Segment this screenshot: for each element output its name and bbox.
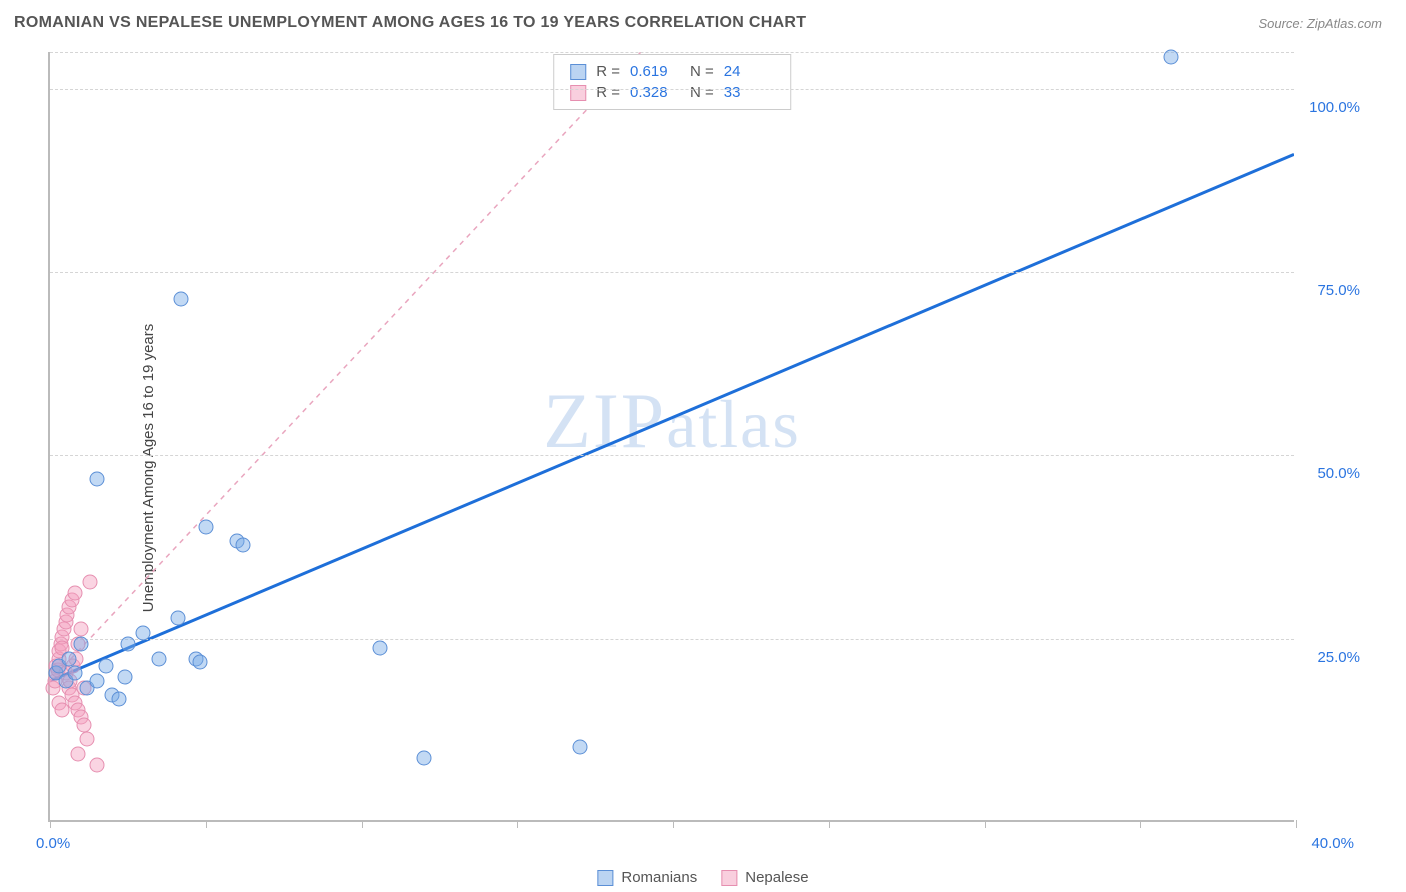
data-point [152, 651, 167, 666]
data-point [55, 703, 70, 718]
x-tick-label: 40.0% [1311, 835, 1354, 852]
gridline [50, 52, 1294, 53]
plot-area: ZIPatlas R =0.619N =24R =0.328N =33 25.0… [48, 52, 1294, 822]
legend-item: Romanians [597, 869, 697, 886]
stat-r-label: R = [596, 84, 620, 101]
y-tick-label: 50.0% [1317, 465, 1360, 482]
data-point [71, 747, 86, 762]
chart-title: ROMANIAN VS NEPALESE UNEMPLOYMENT AMONG … [14, 14, 806, 32]
stats-row: R = 0.619 N = 24 [570, 61, 774, 82]
data-point [89, 673, 104, 688]
data-point [80, 732, 95, 747]
legend-label: Nepalese [745, 869, 808, 886]
legend-swatch [597, 870, 613, 886]
trend-lines [50, 52, 1294, 820]
data-point [89, 472, 104, 487]
stats-row: R = 0.328 N = 33 [570, 82, 774, 103]
x-tick [1140, 820, 1141, 828]
data-point [74, 622, 89, 637]
stat-r-value: 0.328 [630, 84, 680, 101]
trend-line [50, 154, 1294, 681]
stat-r-value: 0.619 [630, 63, 680, 80]
data-point [173, 292, 188, 307]
stats-legend-box: R = 0.619 N = 24 R = 0.328 N = 33 [553, 54, 791, 110]
data-point [170, 611, 185, 626]
data-point [89, 758, 104, 773]
trend-line [50, 52, 641, 681]
data-point [77, 717, 92, 732]
data-point [1164, 50, 1179, 65]
x-tick [362, 820, 363, 828]
data-point [74, 637, 89, 652]
x-tick [206, 820, 207, 828]
data-point [198, 519, 213, 534]
data-point [83, 574, 98, 589]
y-tick-label: 75.0% [1317, 282, 1360, 299]
data-point [67, 666, 82, 681]
data-point [416, 750, 431, 765]
x-tick-label: 0.0% [36, 835, 70, 852]
x-tick [1296, 820, 1297, 828]
x-tick [829, 820, 830, 828]
y-tick-label: 100.0% [1309, 99, 1360, 116]
stat-n-label: N = [690, 63, 714, 80]
x-tick [673, 820, 674, 828]
chart-header: ROMANIAN VS NEPALESE UNEMPLOYMENT AMONG … [0, 0, 1406, 42]
legend-label: Romanians [621, 869, 697, 886]
data-point [67, 585, 82, 600]
legend-swatch [570, 85, 586, 101]
gridline [50, 89, 1294, 90]
data-point [373, 640, 388, 655]
data-point [120, 637, 135, 652]
legend-swatch [570, 64, 586, 80]
x-tick [985, 820, 986, 828]
data-point [117, 670, 132, 685]
data-point [136, 626, 151, 641]
gridline [50, 639, 1294, 640]
chart-container: Unemployment Among Ages 16 to 19 years Z… [0, 44, 1406, 892]
gridline [50, 455, 1294, 456]
watermark: ZIPatlas [543, 376, 801, 466]
stat-n-value: 24 [724, 63, 774, 80]
x-tick [517, 820, 518, 828]
x-tick [50, 820, 51, 828]
stat-r-label: R = [596, 63, 620, 80]
data-point [111, 692, 126, 707]
data-point [572, 739, 587, 754]
gridline [50, 272, 1294, 273]
x-axis-legend: Romanians Nepalese [597, 869, 808, 886]
data-point [192, 655, 207, 670]
data-point [236, 538, 251, 553]
legend-swatch [721, 870, 737, 886]
data-point [61, 651, 76, 666]
source-attribution: Source: ZipAtlas.com [1258, 16, 1382, 31]
stat-n-label: N = [690, 84, 714, 101]
data-point [99, 659, 114, 674]
legend-item: Nepalese [721, 869, 808, 886]
y-tick-label: 25.0% [1317, 649, 1360, 666]
stat-n-value: 33 [724, 84, 774, 101]
